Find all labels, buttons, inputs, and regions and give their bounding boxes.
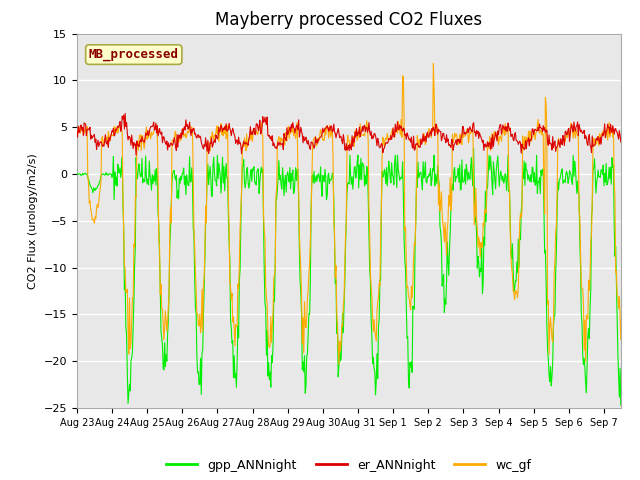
Legend: gpp_ANNnight, er_ANNnight, wc_gf: gpp_ANNnight, er_ANNnight, wc_gf [161, 454, 536, 477]
Y-axis label: CO2 Flux (urology/m2/s): CO2 Flux (urology/m2/s) [28, 153, 38, 288]
Title: Mayberry processed CO2 Fluxes: Mayberry processed CO2 Fluxes [215, 11, 483, 29]
Text: MB_processed: MB_processed [89, 48, 179, 61]
